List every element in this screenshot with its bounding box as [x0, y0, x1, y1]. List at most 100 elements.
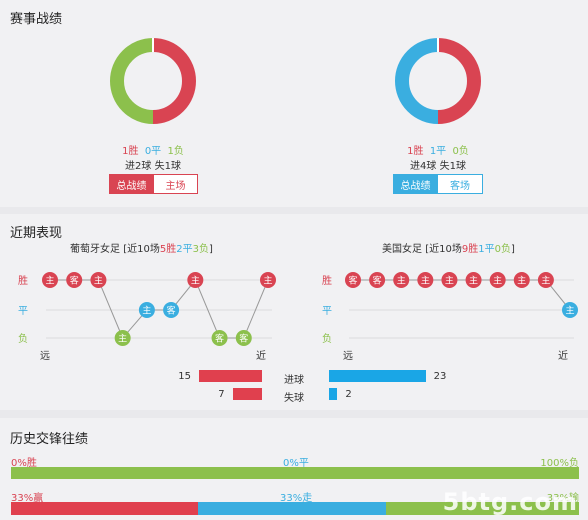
- left-result-venue: 主: [94, 275, 103, 287]
- left-result-marker[interactable]: [66, 272, 83, 288]
- goals-against-label: 失球: [284, 393, 304, 404]
- history-row1-left: 0%胜: [11, 458, 37, 469]
- left-result-venue: 主: [45, 275, 54, 287]
- left-result-venue: 客: [167, 305, 176, 317]
- history-row2-draw-segment: [198, 502, 386, 515]
- left-loss: 1负: [167, 146, 184, 157]
- left-goals: 进2球 失1球: [125, 161, 181, 172]
- left-team-header: 葡萄牙女足 [近10场5胜2平3负]: [70, 240, 213, 255]
- history-row2-right: 33%输: [546, 493, 579, 504]
- left-result-marker[interactable]: [114, 330, 131, 346]
- right-result-marker[interactable]: [441, 272, 458, 288]
- tab-left-total[interactable]: 总战绩: [109, 174, 154, 194]
- tab-right-away[interactable]: 客场: [438, 174, 483, 194]
- left-team-l: 3负: [192, 244, 209, 255]
- left-team-prefix: [近10场: [123, 244, 160, 255]
- left-team-name: 葡萄牙女足: [70, 244, 120, 255]
- right-result-venue: 主: [565, 305, 574, 317]
- recent-title: 近期表现: [10, 226, 63, 241]
- right-result-venue: 主: [541, 275, 550, 287]
- right-row-label: 负: [322, 332, 332, 345]
- left-result-marker[interactable]: [163, 302, 180, 318]
- left-team-w: 5胜: [159, 244, 177, 255]
- history-row1-mid: 0%平: [283, 458, 309, 469]
- watermark: 5btg.com: [442, 488, 578, 516]
- history-row2-bar: [11, 502, 579, 515]
- left-result-marker[interactable]: [187, 272, 204, 288]
- right-result-marker[interactable]: [417, 272, 434, 288]
- left-result-venue: 客: [239, 333, 248, 345]
- left-result-marker[interactable]: [235, 330, 252, 346]
- left-result-marker[interactable]: [260, 272, 276, 288]
- recent-panel: 近期表现 葡萄牙女足 [近10场5胜2平3负] 美国女足 [近10场9胜1平0负…: [0, 214, 588, 410]
- right-result-venue: 主: [517, 275, 526, 287]
- left-draw: 0平: [144, 146, 162, 157]
- right-team-prefix: [近10场: [425, 244, 462, 255]
- left-far-label: 远: [40, 350, 50, 362]
- right-team-name: 美国女足: [382, 244, 422, 255]
- right-loss: 0负: [452, 146, 469, 157]
- right-result-venue: 主: [421, 275, 430, 287]
- left-near-label: 近: [256, 349, 266, 362]
- right-result-marker[interactable]: [562, 302, 578, 318]
- right-result-marker[interactable]: [393, 272, 410, 288]
- right-draw: 1平: [429, 146, 447, 157]
- right-result-marker[interactable]: [489, 272, 506, 288]
- left-result-venue: 客: [70, 275, 79, 287]
- right-team-w: 9胜: [461, 244, 479, 255]
- left-team-d: 2平: [176, 244, 193, 255]
- right-result-marker[interactable]: [465, 272, 482, 288]
- left-result-marker[interactable]: [90, 272, 107, 288]
- right-team-header: 美国女足 [近10场9胜1平0负]: [382, 240, 515, 255]
- tab-left-home[interactable]: 主场: [154, 174, 198, 194]
- left-result-marker[interactable]: [42, 272, 58, 288]
- recent-form-chart: 胜平负主客主主主 客主客 客主远 近胜平负客客主主主主主主主主远近: [18, 272, 578, 362]
- right-donut-draw-slice: [395, 38, 439, 124]
- record-panel: 赛事战绩 1胜 0平 1负 进2球 失1球 1胜 1平 0负 进4球 失1球 总…: [0, 0, 588, 207]
- tab-right-total[interactable]: 总战绩: [393, 174, 438, 194]
- history-row1-bar: [11, 467, 579, 479]
- record-title: 赛事战绩: [10, 12, 63, 27]
- left-result-venue: 主: [191, 275, 200, 287]
- right-far-label: 远: [343, 350, 353, 362]
- history-panel: 历史交锋往绩 0%胜 0%平 100%负 33%赢 33%走 33%输 5btg…: [0, 418, 588, 520]
- goals-for-label: 进球: [284, 375, 304, 386]
- left-donut-win-slice: [152, 38, 196, 124]
- left-record-tabs: 总战绩 主场: [109, 174, 198, 194]
- right-result-venue: 主: [493, 275, 502, 287]
- right-row-label: 胜: [322, 275, 332, 287]
- left-against-bar: [232, 388, 262, 400]
- right-result-venue: 客: [348, 275, 357, 287]
- left-against-value: 7: [218, 389, 225, 400]
- left-donut-chart: [110, 38, 196, 124]
- left-result-venue: 客: [215, 333, 224, 345]
- left-result-venue: 主: [142, 305, 151, 317]
- right-donut-win-slice: [437, 38, 481, 124]
- history-row2-mid: 33%走: [280, 493, 313, 504]
- right-result-marker[interactable]: [513, 272, 530, 288]
- right-near-label: 近: [558, 349, 568, 362]
- left-row-label: 平: [18, 306, 28, 317]
- left-result-marker[interactable]: [138, 302, 155, 318]
- left-row-label: 负: [18, 332, 28, 345]
- right-result-marker[interactable]: [537, 272, 554, 288]
- history-row1-loss-segment: [11, 467, 579, 479]
- left-form-line: [50, 279, 269, 339]
- left-team-suffix: ]: [208, 244, 213, 255]
- left-for-bar: [199, 370, 262, 382]
- left-wdl: 1胜 0平 1负: [109, 142, 197, 157]
- right-result-marker[interactable]: [345, 272, 361, 288]
- right-against-bar: [329, 388, 338, 400]
- left-for-value: 15: [178, 371, 191, 382]
- left-result-venue: 主: [263, 275, 272, 287]
- left-row-label: 胜: [18, 275, 28, 287]
- right-team-l: 0负: [494, 244, 511, 255]
- right-against-value: 2: [345, 389, 352, 400]
- history-title: 历史交锋往绩: [10, 432, 89, 447]
- right-for-bar: [329, 370, 426, 382]
- right-result-marker[interactable]: [369, 272, 386, 288]
- left-result-venue: 主: [118, 333, 127, 345]
- history-row2-loss-segment: [385, 502, 579, 515]
- right-record-tabs: 总战绩 客场: [393, 174, 483, 194]
- left-result-marker[interactable]: [211, 330, 228, 346]
